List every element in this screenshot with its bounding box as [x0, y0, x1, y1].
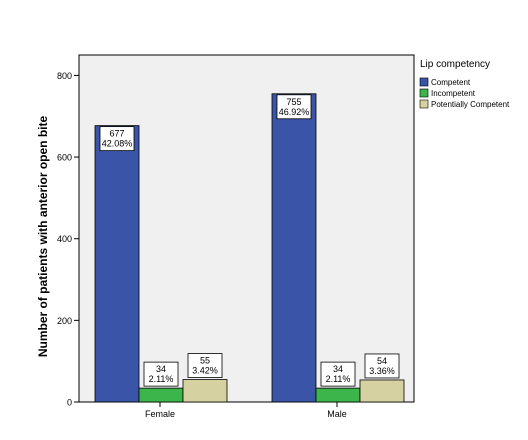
legend-swatch: [419, 99, 429, 109]
legend-title: Lip competency: [420, 59, 490, 70]
data-label-value: 34: [156, 364, 166, 374]
y-tick-label: 0: [67, 398, 72, 408]
y-tick-label: 200: [57, 316, 72, 326]
y-tick-label: 600: [57, 153, 72, 163]
bar: [359, 379, 405, 403]
y-tick-label: 800: [57, 71, 72, 81]
bar: [182, 379, 228, 403]
data-label-box: [187, 353, 223, 378]
data-label-value: 755: [286, 97, 301, 107]
bar: [315, 387, 361, 403]
data-label-value: 55: [200, 356, 210, 366]
data-label-percent: 3.36%: [369, 366, 395, 376]
data-label-percent: 2.11%: [149, 374, 174, 384]
bar: [138, 387, 184, 403]
data-label-percent: 42.08%: [102, 139, 133, 149]
legend-label: Incompetent: [431, 89, 476, 98]
data-label-percent: 46.92%: [279, 107, 310, 117]
x-tick-label: Male: [327, 409, 347, 419]
y-tick-label: 400: [57, 234, 72, 244]
data-label-box: [364, 353, 400, 379]
data-label-value: 34: [333, 364, 343, 374]
data-label-percent: 2.11%: [326, 374, 351, 384]
legend-swatch: [419, 77, 429, 87]
y-axis-label: Number of patients with anterior open bi…: [36, 116, 50, 358]
legend-swatch: [419, 88, 429, 98]
data-label-value: 677: [109, 129, 124, 139]
data-label-box: [276, 94, 312, 120]
x-tick-label: Female: [145, 409, 175, 419]
bar: [271, 93, 317, 403]
data-label-percent: 3.42%: [192, 366, 218, 376]
data-label-box: [99, 126, 135, 152]
data-label-value: 54: [377, 356, 387, 366]
legend-label: Potentially Competent: [431, 100, 510, 109]
bar: [94, 125, 140, 403]
data-label-box: [320, 361, 356, 387]
legend-label: Competent: [431, 78, 471, 87]
data-label-box: [143, 361, 179, 387]
